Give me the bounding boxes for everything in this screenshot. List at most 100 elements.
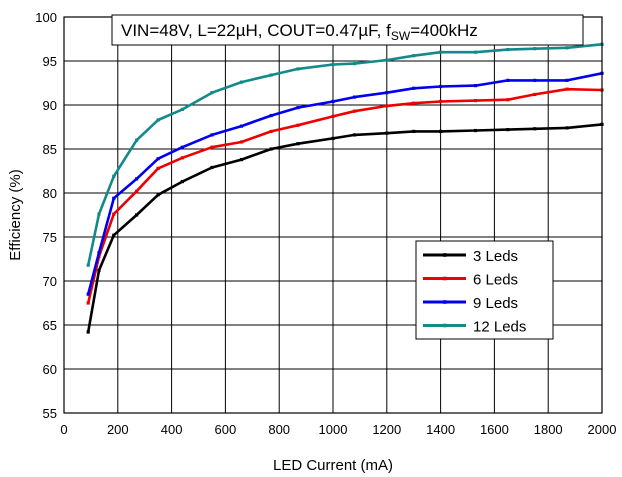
- data-point: [439, 50, 443, 54]
- data-point: [352, 62, 357, 66]
- data-point: [239, 80, 244, 84]
- data-point: [506, 78, 510, 82]
- chart-title-suffix: =400kHz: [410, 21, 478, 40]
- legend-item: 3 Leds: [423, 248, 518, 265]
- x-tick-label: 1400: [426, 422, 455, 437]
- y-tick-label: 95: [43, 54, 57, 69]
- data-point: [180, 145, 184, 149]
- data-point: [239, 124, 244, 128]
- data-point: [97, 251, 101, 255]
- y-tick-label: 75: [43, 230, 57, 245]
- chart-title-subscript: SW: [391, 29, 411, 43]
- data-point: [533, 127, 537, 131]
- y-tick-label: 70: [43, 274, 57, 289]
- x-tick-label: 1600: [480, 422, 509, 437]
- data-point: [296, 106, 300, 110]
- data-point: [385, 104, 389, 108]
- x-tick-label: 400: [161, 422, 183, 437]
- data-point: [269, 113, 273, 118]
- chart-title: VIN=48V, L=22µH, COUT=0.47µF, fSW=400kHz: [121, 21, 478, 43]
- data-point: [296, 123, 300, 127]
- series-line: [86, 87, 603, 304]
- y-axis-title: Efficiency (%): [7, 169, 24, 260]
- legend-item: 12 Leds: [423, 319, 526, 336]
- data-point: [156, 193, 160, 197]
- data-point: [135, 189, 139, 193]
- y-tick-label: 85: [43, 142, 57, 157]
- data-point: [112, 212, 116, 216]
- data-point: [352, 133, 357, 137]
- data-point: [112, 233, 116, 237]
- y-tick-label: 65: [43, 318, 57, 333]
- data-point: [135, 177, 139, 181]
- data-point: [180, 107, 184, 111]
- legend-marker: [443, 323, 447, 328]
- data-point: [97, 268, 101, 273]
- legend-label: 12 Leds: [473, 319, 526, 336]
- data-point: [97, 212, 101, 216]
- legend-label: 6 Leds: [473, 272, 518, 289]
- data-point: [210, 91, 214, 95]
- data-point: [412, 54, 416, 58]
- x-tick-label: 200: [107, 422, 129, 437]
- data-point: [210, 145, 214, 149]
- data-point: [86, 263, 90, 267]
- data-point: [156, 166, 160, 170]
- data-point: [473, 128, 478, 133]
- data-point: [352, 109, 357, 113]
- data-point: [210, 165, 214, 170]
- data-point: [331, 136, 335, 141]
- data-point: [86, 292, 90, 296]
- x-tick-label: 800: [268, 422, 290, 437]
- data-point: [296, 142, 300, 146]
- data-point: [156, 118, 160, 122]
- data-point: [180, 179, 184, 184]
- data-point: [412, 129, 416, 133]
- series-line: [86, 43, 603, 266]
- data-point: [385, 58, 389, 62]
- data-point: [565, 87, 569, 91]
- legend-marker: [443, 300, 447, 304]
- y-tick-labels: 55 60 65 70 75 80 85 90 95 100: [35, 10, 57, 421]
- data-point: [473, 99, 478, 103]
- data-point: [156, 157, 160, 161]
- title-background: [111, 14, 584, 46]
- y-tick-label: 55: [43, 406, 57, 421]
- data-point: [331, 99, 335, 104]
- data-point: [412, 101, 416, 105]
- data-point: [439, 99, 443, 104]
- legend-label: 3 Leds: [473, 248, 518, 265]
- data-point: [239, 140, 244, 144]
- y-tick-label: 60: [43, 362, 57, 377]
- data-point: [506, 128, 510, 132]
- y-tick-label: 90: [43, 98, 57, 113]
- data-point: [112, 196, 116, 200]
- data-point: [269, 129, 273, 133]
- data-point: [239, 157, 244, 162]
- data-point: [473, 84, 478, 88]
- x-tick-label: 1200: [372, 422, 401, 437]
- data-point: [331, 114, 335, 119]
- data-point: [210, 133, 214, 137]
- data-point: [506, 47, 510, 52]
- legend-box: [415, 240, 554, 340]
- legend: 3 Leds 6 Leds 9 Leds 12 Leds: [415, 240, 554, 340]
- data-point: [135, 213, 139, 217]
- x-tick-labels: 0 200 400 600 800 1000 1200 1400 1600 1800 2000: [60, 422, 616, 437]
- data-point: [412, 86, 416, 90]
- data-point: [135, 138, 139, 142]
- series-lines: [86, 42, 604, 334]
- grid-lines: [63, 16, 603, 414]
- data-point: [180, 156, 184, 160]
- data-point: [565, 126, 569, 130]
- data-point: [352, 95, 357, 99]
- series-line: [86, 72, 603, 295]
- data-point: [269, 73, 273, 77]
- chart-title-main: VIN=48V, L=22µH, COUT=0.47µF, f: [121, 21, 391, 40]
- y-tick-label: 100: [35, 10, 57, 25]
- data-point: [86, 301, 90, 305]
- legend-item: 6 Leds: [423, 272, 518, 289]
- y-tick-label: 80: [43, 186, 57, 201]
- data-point: [385, 91, 389, 95]
- legend-item: 9 Leds: [423, 295, 518, 312]
